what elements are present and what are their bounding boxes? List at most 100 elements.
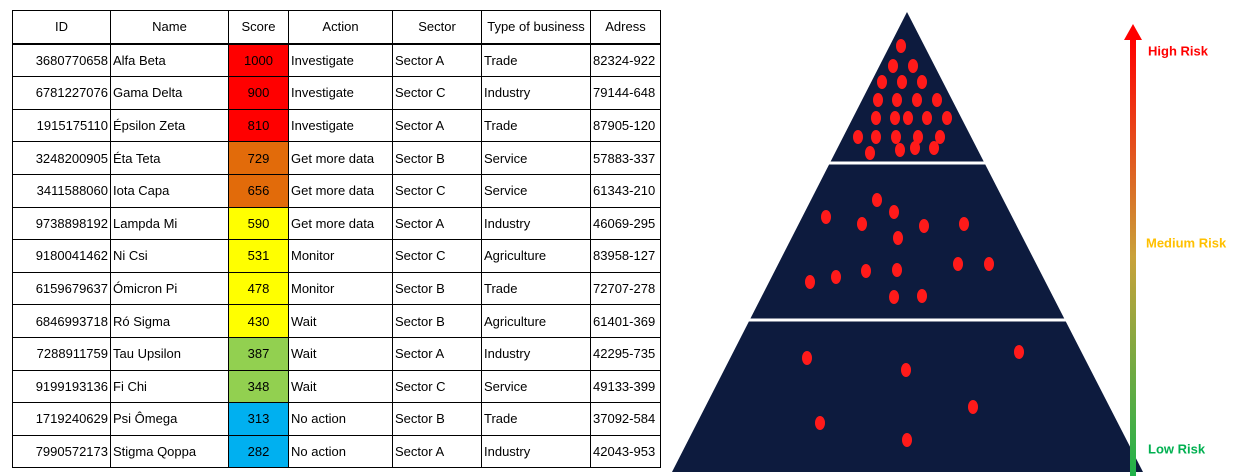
risk-dot (953, 257, 963, 271)
action-cell: Get more data (288, 173, 393, 208)
risk-dot (968, 400, 978, 414)
risk-dot (1014, 345, 1024, 359)
sector-cell: Sector C (392, 76, 482, 110)
risk-dot (935, 130, 945, 144)
type-cell: Agriculture (481, 304, 591, 338)
risk-dot (857, 217, 867, 231)
risk-dot (853, 130, 863, 144)
action-cell: Monitor (288, 271, 393, 306)
name-cell: Ómicron Pi (110, 271, 229, 306)
table-row: 9738898192 Lampda Mi 590 Get more data Secto… (12, 206, 661, 241)
score-cell: 478 (228, 271, 289, 306)
table-row: 7288911759 Tau Upsilon 387 Wait Sector A Indu… (12, 336, 661, 371)
id-cell: 9738898192 (12, 206, 111, 241)
address-cell: 61343-210 (590, 173, 661, 208)
address-cell: 42043-953 (590, 434, 661, 469)
risk-dot (871, 111, 881, 125)
score-cell: 348 (228, 369, 289, 404)
score-cell: 729 (228, 141, 289, 175)
action-cell: Investigate (288, 43, 393, 78)
type-cell: Industry (481, 76, 591, 110)
score-cell: 531 (228, 239, 289, 273)
score-cell: 313 (228, 402, 289, 436)
risk-dot (888, 59, 898, 73)
sector-cell: Sector A (392, 206, 482, 241)
column-header: Name (110, 9, 229, 45)
sector-cell: Sector A (392, 43, 482, 78)
id-cell: 3411588060 (12, 173, 111, 208)
table-row: 6159679637 Ómicron Pi 478 Monitor Sector B Tr… (12, 271, 661, 306)
type-cell: Industry (481, 434, 591, 469)
risk-dot (902, 433, 912, 447)
score-cell: 387 (228, 336, 289, 371)
risk-dot (932, 93, 942, 107)
score-cell: 1000 (228, 43, 289, 78)
action-cell: Investigate (288, 108, 393, 143)
table-body: 3680770658 Alfa Beta 1000 Investigate Sector… (12, 43, 661, 469)
risk-dot (893, 231, 903, 245)
arrow-head (1124, 24, 1142, 40)
risk-dot (892, 263, 902, 277)
type-cell: Trade (481, 43, 591, 78)
column-header: Adress (590, 9, 661, 45)
address-cell: 87905-120 (590, 108, 661, 143)
risk-dot (831, 270, 841, 284)
risk-dot (891, 130, 901, 144)
action-cell: No action (288, 402, 393, 436)
risk-dots (802, 39, 1024, 447)
risk-dot (889, 205, 899, 219)
risk-dot (984, 257, 994, 271)
risk-dot (872, 193, 882, 207)
risk-dot (877, 75, 887, 89)
risk-dot (895, 143, 905, 157)
low-risk-label: Low Risk (1148, 441, 1206, 456)
table-row: 3411588060 Iota Capa 656 Get more data Secto… (12, 173, 661, 208)
name-cell: Alfa Beta (110, 43, 229, 78)
header-row: ID Name Score Action Sector Type of business A… (12, 9, 661, 45)
risk-dot (912, 93, 922, 107)
table-row: 1915175110 Épsilon Zeta 810 Investigate Sect… (12, 108, 661, 143)
risk-dot (908, 59, 918, 73)
table-row: 6781227076 Gama Delta 900 Investigate Sector… (12, 76, 661, 110)
sector-cell: Sector C (392, 239, 482, 273)
address-cell: 61401-369 (590, 304, 661, 338)
address-cell: 83958-127 (590, 239, 661, 273)
risk-dot (913, 130, 923, 144)
risk-dot (896, 39, 906, 53)
sector-cell: Sector A (392, 336, 482, 371)
address-cell: 46069-295 (590, 206, 661, 241)
sector-cell: Sector C (392, 369, 482, 404)
risk-dot (815, 416, 825, 430)
risk-dot (861, 264, 871, 278)
address-cell: 82324-922 (590, 43, 661, 78)
type-cell: Trade (481, 402, 591, 436)
sector-cell: Sector B (392, 271, 482, 306)
table-row: 3680770658 Alfa Beta 1000 Investigate Sector… (12, 43, 661, 78)
score-cell: 282 (228, 434, 289, 469)
risk-dot (871, 130, 881, 144)
type-cell: Trade (481, 108, 591, 143)
risk-dot (802, 351, 812, 365)
column-header: ID (12, 9, 111, 45)
risk-dot (910, 141, 920, 155)
action-cell: Monitor (288, 239, 393, 273)
high-risk-label: High Risk (1148, 43, 1209, 58)
sector-cell: Sector A (392, 108, 482, 143)
risk-dot (873, 93, 883, 107)
risk-dot (892, 93, 902, 107)
risk-dot (890, 111, 900, 125)
risk-dot (897, 75, 907, 89)
table-row: 9180041462 Ni Csi 531 Monitor Sector C Agricu… (12, 239, 661, 273)
name-cell: Éta Teta (110, 141, 229, 175)
risk-dot (903, 111, 913, 125)
address-cell: 37092-584 (590, 402, 661, 436)
sector-cell: Sector B (392, 402, 482, 436)
name-cell: Iota Capa (110, 173, 229, 208)
id-cell: 6159679637 (12, 271, 111, 306)
name-cell: Tau Upsilon (110, 336, 229, 371)
type-cell: Industry (481, 206, 591, 241)
id-cell: 3680770658 (12, 43, 111, 78)
table-row: 6846993718 Ró Sigma 430 Wait Sector B Agricul… (12, 304, 661, 338)
risk-dot (922, 111, 932, 125)
